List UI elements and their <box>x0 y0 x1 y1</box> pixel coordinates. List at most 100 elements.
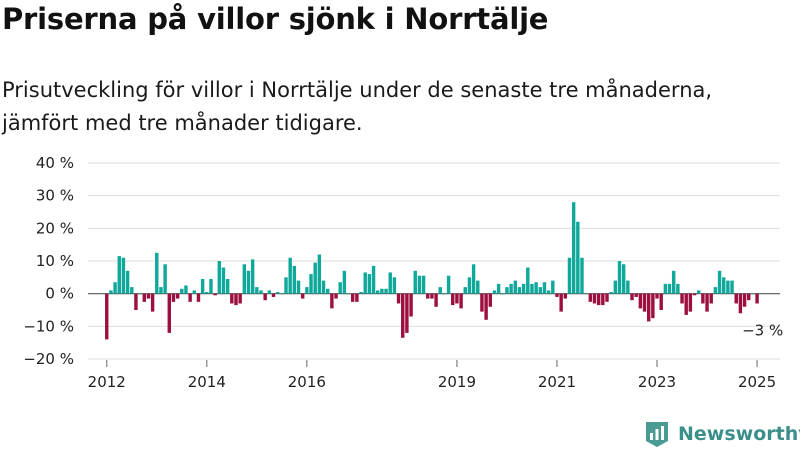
bar <box>351 293 355 302</box>
bar <box>130 287 134 294</box>
y-tick-label: 10 % <box>36 252 74 270</box>
bar <box>688 293 693 312</box>
bar <box>659 293 663 310</box>
x-tick-label: 2014 <box>188 373 226 391</box>
bar <box>492 290 497 294</box>
bar <box>355 293 359 302</box>
y-tick-label: −10 % <box>23 317 74 335</box>
bar <box>646 293 651 322</box>
bar <box>192 290 197 294</box>
bar <box>726 280 730 294</box>
bar <box>709 293 713 304</box>
brand-name: Newsworthy <box>678 423 800 445</box>
bar <box>213 293 217 296</box>
bar <box>250 259 255 294</box>
bar <box>105 293 109 340</box>
annotations: −3 % <box>742 321 783 339</box>
bar <box>325 288 330 294</box>
bar <box>113 282 117 294</box>
bar <box>609 292 613 294</box>
bar <box>484 293 488 320</box>
bar <box>717 270 722 294</box>
bar <box>163 264 167 294</box>
bar <box>730 280 734 294</box>
bar <box>751 293 755 295</box>
bar <box>680 293 684 304</box>
bar <box>501 293 505 295</box>
bar <box>259 290 263 294</box>
bar <box>384 288 388 294</box>
bar <box>121 257 126 294</box>
bar <box>563 293 568 299</box>
bar <box>175 293 180 299</box>
bar <box>284 277 288 294</box>
bar <box>496 283 501 294</box>
bar <box>692 293 697 296</box>
bar <box>538 287 543 294</box>
y-tick-label: 0 % <box>45 285 74 303</box>
bar <box>634 293 638 297</box>
x-tick-label: 2012 <box>88 373 126 391</box>
y-tick-label: 40 % <box>36 154 74 172</box>
x-tick-label: 2019 <box>438 373 476 391</box>
bar <box>138 293 142 295</box>
bar-series <box>105 202 759 340</box>
bar <box>580 257 584 294</box>
bar <box>438 287 442 294</box>
brand-logo[interactable]: Newsworthy <box>644 419 800 449</box>
bar <box>171 293 176 302</box>
y-tick-label: 20 % <box>36 219 74 237</box>
chart-subtitle: Prisutveckling för villor i Norrtälje un… <box>2 78 713 135</box>
bar <box>576 221 580 294</box>
bar <box>638 293 643 309</box>
bar <box>596 293 601 306</box>
bar <box>217 261 222 294</box>
bar <box>334 293 338 299</box>
bar <box>380 288 384 294</box>
bar <box>446 275 451 294</box>
bar <box>426 293 430 299</box>
bar <box>246 270 251 294</box>
x-tick-label: 2021 <box>538 373 576 391</box>
bar <box>442 293 447 295</box>
bar <box>738 293 743 314</box>
bar <box>651 293 655 319</box>
bar <box>626 280 630 294</box>
bar <box>697 290 701 294</box>
bar <box>655 293 659 299</box>
x-tick-label: 2023 <box>638 373 676 391</box>
bar <box>142 293 146 302</box>
bar <box>509 283 513 294</box>
bar <box>713 287 718 294</box>
gridlines <box>88 162 780 360</box>
bar <box>530 283 534 294</box>
bar <box>255 287 259 294</box>
bar <box>734 293 738 304</box>
chart-title: Priserna på villor sjönk i Norrtälje <box>2 2 549 36</box>
bar <box>342 270 347 294</box>
bar <box>417 275 422 294</box>
bar <box>309 274 313 294</box>
bar <box>155 252 159 294</box>
bar <box>288 257 292 294</box>
bar <box>280 293 284 295</box>
bar <box>305 287 309 294</box>
bar <box>421 275 426 294</box>
bar <box>705 293 709 312</box>
bar <box>409 293 413 317</box>
bar <box>242 264 247 294</box>
bar <box>471 264 476 294</box>
bar <box>367 274 372 294</box>
bar <box>271 293 276 297</box>
bar <box>671 270 676 294</box>
bar <box>363 272 367 294</box>
bar <box>317 254 322 294</box>
bar <box>234 293 238 306</box>
bar <box>747 293 751 301</box>
bar <box>521 283 526 294</box>
bar <box>605 293 609 302</box>
bar <box>292 265 297 294</box>
newsworthy-logo-icon <box>646 422 668 447</box>
bar <box>513 280 517 294</box>
